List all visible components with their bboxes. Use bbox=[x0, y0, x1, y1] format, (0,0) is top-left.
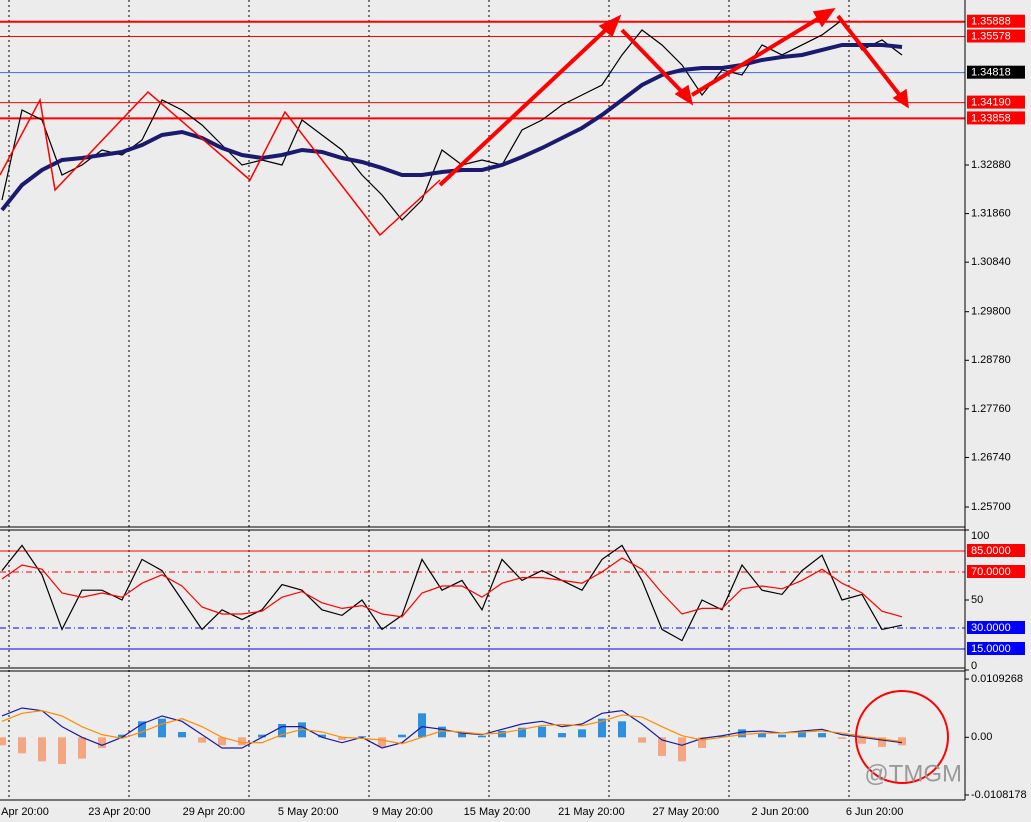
histogram-bar bbox=[258, 734, 266, 738]
histogram-bar bbox=[518, 727, 526, 738]
histogram-bar bbox=[218, 737, 226, 746]
histogram-bar bbox=[318, 734, 326, 738]
histogram-bar bbox=[398, 734, 406, 738]
y-tick-label: 0.00 bbox=[971, 731, 992, 743]
histogram-bar bbox=[818, 733, 826, 738]
level-label: 1.35578 bbox=[971, 30, 1011, 42]
histogram-bar bbox=[0, 737, 6, 746]
level-box bbox=[967, 565, 1025, 578]
watermark: @TMGM bbox=[864, 760, 962, 787]
histogram-bar bbox=[78, 737, 86, 759]
y-tick-label: 1.25700 bbox=[971, 501, 1011, 513]
histogram-bar bbox=[678, 737, 686, 762]
x-tick-label: 27 May 20:00 bbox=[652, 806, 719, 818]
histogram-bar bbox=[278, 723, 286, 738]
x-tick-label: 2 Jun 20:00 bbox=[751, 806, 809, 818]
level-label: 1.34818 bbox=[971, 67, 1011, 79]
plot bbox=[0, 19, 965, 764]
histogram-bar bbox=[378, 737, 386, 747]
histogram-bar bbox=[658, 737, 666, 756]
x-tick-label: 9 May 20:00 bbox=[372, 806, 433, 818]
histogram-bar bbox=[18, 737, 26, 754]
series-line bbox=[1, 557, 903, 618]
y-tick-label: 1.27760 bbox=[971, 403, 1011, 415]
y-tick-label: 100 bbox=[971, 530, 989, 542]
y-tick-label: 0.0109268 bbox=[971, 673, 1023, 685]
histogram-bar bbox=[738, 729, 746, 738]
level-box bbox=[967, 544, 1025, 557]
histogram-bar bbox=[178, 731, 186, 738]
x-tick-label: 21 May 20:00 bbox=[558, 806, 625, 818]
histogram-bar bbox=[698, 737, 706, 748]
time-grid bbox=[8, 0, 850, 800]
x-tick-label: Apr 20:00 bbox=[1, 806, 49, 818]
histogram-bar bbox=[758, 733, 766, 738]
level-label: 15.0000 bbox=[971, 643, 1011, 655]
x-tick-label: 15 May 20:00 bbox=[464, 806, 531, 818]
histogram-bar bbox=[538, 726, 546, 738]
level-box bbox=[967, 95, 1025, 109]
level-box bbox=[967, 65, 1025, 79]
level-box bbox=[967, 642, 1025, 655]
histogram-bar bbox=[878, 737, 886, 747]
histogram-bar bbox=[498, 730, 506, 738]
histogram-bar bbox=[858, 737, 866, 744]
x-tick-label: 5 May 20:00 bbox=[278, 806, 339, 818]
histogram-bar bbox=[238, 737, 246, 746]
histogram-bar bbox=[198, 737, 206, 743]
level-label: 1.35888 bbox=[971, 16, 1011, 28]
histogram-bar bbox=[618, 721, 626, 738]
histogram-bar bbox=[38, 737, 46, 762]
histogram-bar bbox=[98, 737, 106, 748]
level-label: 70.0000 bbox=[971, 566, 1011, 578]
y-tick-label: 1.29800 bbox=[971, 306, 1011, 318]
histogram-bar bbox=[118, 734, 126, 738]
level-box bbox=[967, 29, 1025, 43]
series-line bbox=[1, 544, 903, 642]
histogram-bar bbox=[478, 735, 486, 738]
histogram-bar bbox=[778, 734, 786, 738]
histogram-bar bbox=[798, 730, 806, 738]
level-box bbox=[967, 621, 1025, 634]
histogram-bar bbox=[598, 718, 606, 738]
y-tick-label: 0 bbox=[971, 660, 977, 672]
annotations bbox=[0, 7, 949, 784]
histogram-bar bbox=[718, 735, 726, 738]
panel-borders bbox=[0, 0, 966, 801]
level-label: 30.0000 bbox=[971, 622, 1011, 634]
series-line bbox=[1, 710, 903, 745]
x-tick-label: 23 Apr 20:00 bbox=[88, 806, 150, 818]
y-tick-label: 1.30840 bbox=[971, 256, 1011, 268]
histogram-bar bbox=[578, 729, 586, 738]
histogram-bar bbox=[138, 721, 146, 738]
histogram-bar bbox=[838, 737, 846, 739]
series-line bbox=[0, 42, 903, 212]
y-tick-label: 50 bbox=[971, 594, 983, 606]
x-tick-label: 29 Apr 20:00 bbox=[183, 806, 245, 818]
y-tick-label: 1.31860 bbox=[971, 207, 1011, 219]
histogram-bar bbox=[58, 737, 66, 764]
histogram-bar bbox=[438, 726, 446, 738]
histogram-bar bbox=[338, 737, 346, 740]
level-label: 1.34190 bbox=[971, 97, 1011, 109]
histogram-bar bbox=[558, 733, 566, 738]
histogram-bar bbox=[638, 737, 646, 743]
level-box bbox=[967, 111, 1025, 125]
level-label: 1.33858 bbox=[971, 112, 1011, 124]
histogram-bar bbox=[158, 718, 166, 738]
y-tick-label: 1.32880 bbox=[971, 159, 1011, 171]
histogram-bar bbox=[418, 713, 426, 738]
x-tick-label: 6 Jun 20:00 bbox=[846, 806, 904, 818]
level-label: 85.0000 bbox=[971, 545, 1011, 557]
histogram-bar bbox=[458, 733, 466, 738]
level-box bbox=[967, 14, 1025, 28]
y-tick-label: 1.26740 bbox=[971, 451, 1011, 463]
y-tick-label: -0.0108178 bbox=[971, 789, 1027, 801]
y-tick-label: 1.28780 bbox=[971, 354, 1011, 366]
